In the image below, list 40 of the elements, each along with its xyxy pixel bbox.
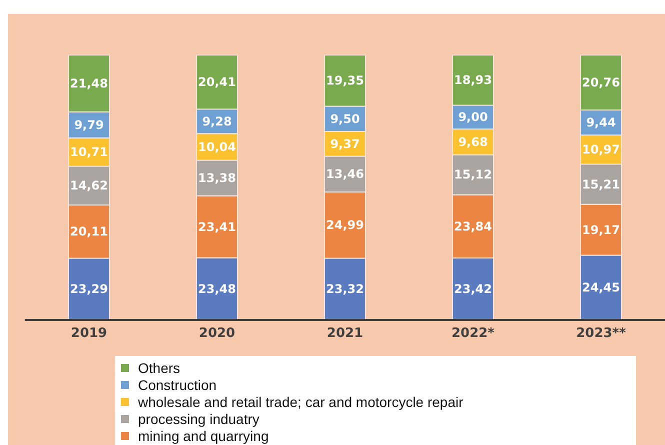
data-label: 23,48: [198, 282, 236, 296]
data-label: 14,62: [70, 178, 108, 193]
data-label: 9,50: [330, 112, 360, 126]
data-label: 9,37: [330, 136, 360, 151]
data-label: 23,29: [70, 282, 108, 296]
data-label: 9,44: [586, 116, 616, 130]
legend-label: Others: [138, 360, 180, 376]
data-label: 23,32: [326, 282, 364, 296]
data-label: 21,48: [70, 76, 108, 90]
legend-label: Construction: [138, 376, 217, 392]
x-tick-label: 2019: [70, 326, 108, 342]
data-label: 24,99: [326, 218, 364, 232]
x-tick-label: 2022*: [452, 326, 495, 342]
data-label: 15,21: [582, 177, 620, 192]
data-label: 19,35: [326, 74, 364, 88]
data-label: 20,11: [70, 224, 108, 239]
data-label: 19,17: [582, 222, 620, 237]
legend-label: wholesale and retail trade; car and motorcycle repair: [138, 394, 464, 410]
data-label: 10,04: [198, 140, 236, 154]
data-label: 10,71: [70, 145, 108, 160]
data-label: 18,93: [454, 73, 492, 88]
data-label: 23,84: [454, 219, 492, 234]
data-label: 23,42: [454, 282, 492, 296]
data-label: 9,68: [458, 134, 488, 149]
data-label: 9,00: [458, 110, 488, 124]
data-label: 13,46: [326, 167, 364, 182]
data-label: 9,79: [74, 118, 104, 132]
legend-label: mining and quarrying: [138, 428, 269, 444]
x-tick-label: 2021: [326, 326, 364, 342]
data-label: 9,28: [202, 114, 232, 128]
x-tick-label: 2023**: [576, 326, 626, 342]
data-label: 20,76: [582, 76, 620, 90]
x-tick-label: 2020: [198, 326, 236, 342]
legend-label: processing induatry: [138, 410, 260, 426]
data-label: 10,97: [582, 142, 620, 157]
data-label: 15,12: [454, 168, 492, 182]
data-label: 13,38: [198, 171, 236, 186]
data-label: 20,41: [198, 75, 236, 90]
data-label: 24,45: [582, 280, 620, 295]
data-label: 23,41: [198, 220, 236, 234]
